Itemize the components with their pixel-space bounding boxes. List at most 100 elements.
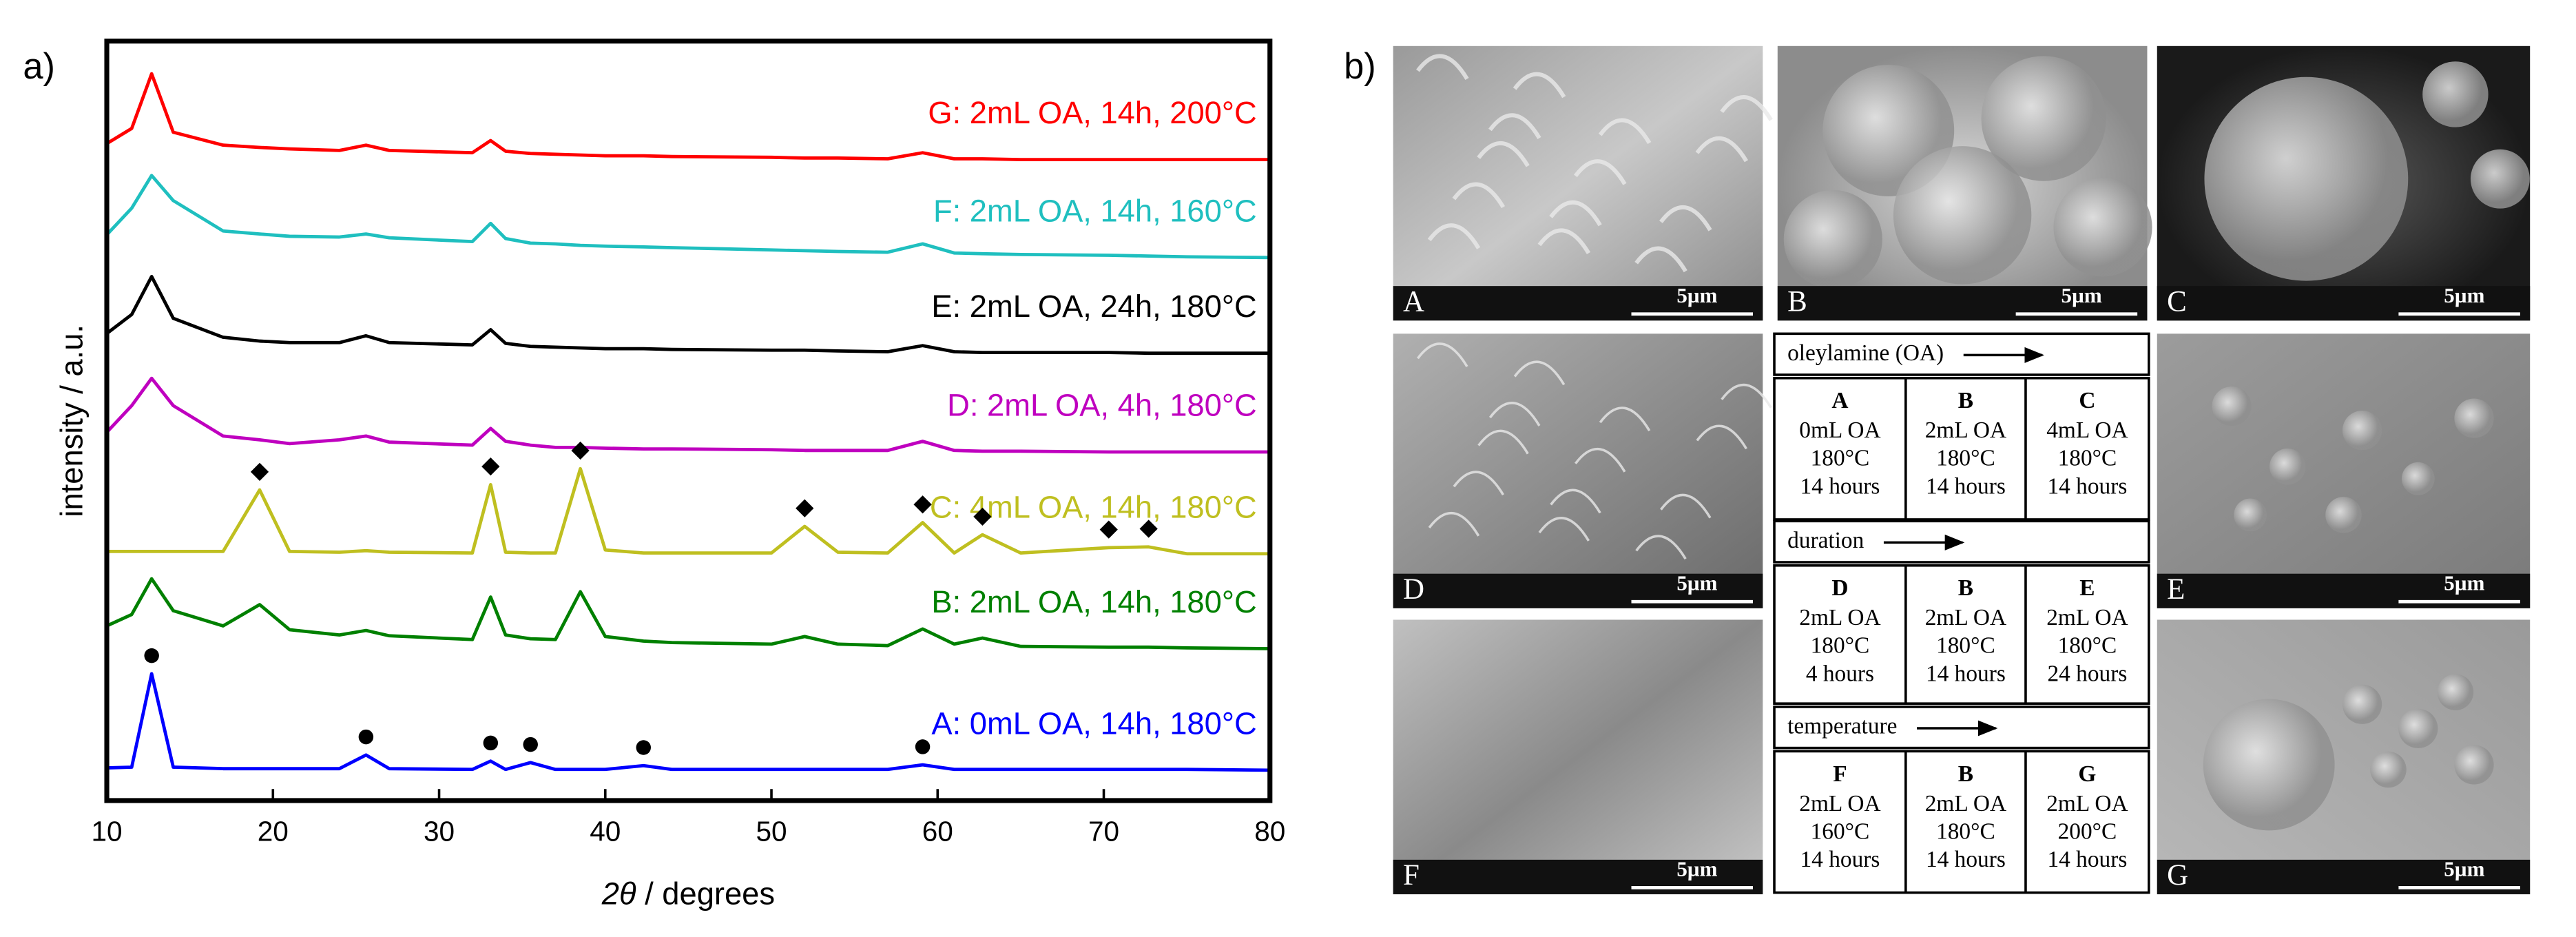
- panel-label: a): [23, 46, 55, 87]
- x-axis-symbol: 2: [601, 876, 619, 911]
- flake: [1488, 402, 1541, 426]
- peak-marker: [571, 441, 590, 460]
- flake: [1477, 141, 1530, 167]
- image-label: B: [1787, 285, 1807, 318]
- peak-marker: [915, 739, 931, 754]
- particle: [2437, 674, 2474, 710]
- cell-line: 2mL OA: [1925, 418, 2006, 443]
- flake: [1538, 517, 1590, 542]
- flake: [1550, 488, 1601, 514]
- image-label: E: [2167, 573, 2185, 606]
- sem-image: [1393, 619, 1763, 894]
- flake: [1695, 136, 1749, 163]
- particle: [2398, 708, 2438, 748]
- x-tick-label: 70: [1088, 815, 1119, 847]
- particle: [2470, 149, 2530, 209]
- sem-image: [1393, 45, 1763, 321]
- image-label: C: [2167, 285, 2187, 318]
- flake: [1513, 72, 1566, 99]
- flake: [1416, 54, 1469, 81]
- cell-line: 14 hours: [1800, 473, 1880, 499]
- particle: [2342, 411, 2382, 451]
- flake: [1696, 424, 1748, 450]
- x-axis-symbol: θ: [619, 876, 636, 911]
- flake: [1660, 493, 1712, 519]
- particle: [2370, 751, 2407, 788]
- flake: [1452, 182, 1506, 209]
- scale-text: 5µm: [1676, 283, 1717, 307]
- particle: [2325, 497, 2362, 533]
- flake: [1513, 360, 1566, 386]
- x-tick-label: 40: [590, 815, 621, 847]
- particle: [2203, 699, 2335, 831]
- flake: [1634, 246, 1687, 273]
- image-label: D: [1403, 573, 1424, 606]
- flake: [1549, 200, 1602, 227]
- scale-text: 5µm: [2444, 571, 2484, 595]
- cell-line: 14 hours: [1926, 473, 2006, 499]
- flake: [1659, 205, 1712, 231]
- trace-label: A: 0mL OA, 14h, 180°C: [931, 706, 1256, 741]
- image-label: G: [2167, 859, 2188, 892]
- flake: [1720, 95, 1773, 121]
- particle: [2401, 462, 2435, 495]
- particle: [2422, 61, 2489, 127]
- particle: [2212, 386, 2252, 426]
- x-axis-title: 2θ / degrees: [601, 876, 775, 911]
- cells-row: [1773, 750, 2150, 894]
- cells-row: [1773, 564, 2150, 705]
- trace-label: G: 2mL OA, 14h, 200°C: [928, 95, 1256, 130]
- flake: [1635, 535, 1687, 560]
- section-heading: duration: [1787, 528, 1865, 553]
- x-tick-label: 20: [258, 815, 289, 847]
- sem-image: [1393, 333, 1763, 608]
- section-heading: oleylamine (OA): [1787, 340, 1944, 366]
- flake: [1488, 113, 1541, 139]
- flake: [1477, 429, 1529, 455]
- flake: [1453, 471, 1504, 496]
- flake: [1721, 383, 1772, 409]
- trace-label: B: 2mL OA, 14h, 180°C: [931, 584, 1256, 619]
- cell-line: 2mL OA: [1799, 605, 1880, 630]
- particle: [1783, 189, 1882, 289]
- image-label: A: [1403, 285, 1424, 318]
- particle: [2454, 398, 2494, 438]
- cell-id: B: [1958, 388, 1973, 413]
- cell-id: D: [1831, 575, 1848, 601]
- sem-images: A 5µm B 5µm C 5µm D 5µm E 5µm F 5µm G 5µm: [1393, 45, 2531, 894]
- peak-marker: [796, 499, 814, 517]
- cell-line: 2mL OA: [1799, 791, 1880, 816]
- particle: [2454, 745, 2494, 785]
- particle: [2342, 684, 2382, 724]
- x-tick-label: 50: [756, 815, 787, 847]
- cell-line: 160°C: [1811, 818, 1870, 844]
- cell-line: 2mL OA: [2046, 605, 2128, 630]
- cell-line: 180°C: [1936, 818, 1995, 844]
- xrd-trace: [105, 274, 1270, 356]
- flake: [1428, 511, 1480, 537]
- cell-line: 2mL OA: [1925, 791, 2006, 816]
- flake: [1427, 223, 1481, 249]
- xrd-trace: [105, 72, 1270, 161]
- peak-marker: [913, 495, 932, 514]
- particle: [2234, 498, 2267, 532]
- cell-line: 2mL OA: [2046, 791, 2128, 816]
- particle: [2269, 449, 2306, 485]
- particle: [1893, 146, 2032, 285]
- xrd-trace: [106, 672, 1270, 772]
- cell-line: 4 hours: [1806, 661, 1874, 686]
- xrd-trace: [107, 466, 1270, 556]
- cell-id: E: [2079, 575, 2095, 601]
- cell-line: 14 hours: [1800, 847, 1880, 872]
- cell-line: 14 hours: [1926, 847, 2006, 872]
- cell-line: 180°C: [1811, 446, 1870, 471]
- flake: [1537, 228, 1591, 254]
- cell-id: A: [1831, 388, 1848, 413]
- cell-line: 180°C: [1811, 633, 1870, 659]
- cell-line: 180°C: [2058, 446, 2117, 471]
- cell-id: C: [2079, 388, 2095, 413]
- scale-text: 5µm: [2061, 283, 2101, 307]
